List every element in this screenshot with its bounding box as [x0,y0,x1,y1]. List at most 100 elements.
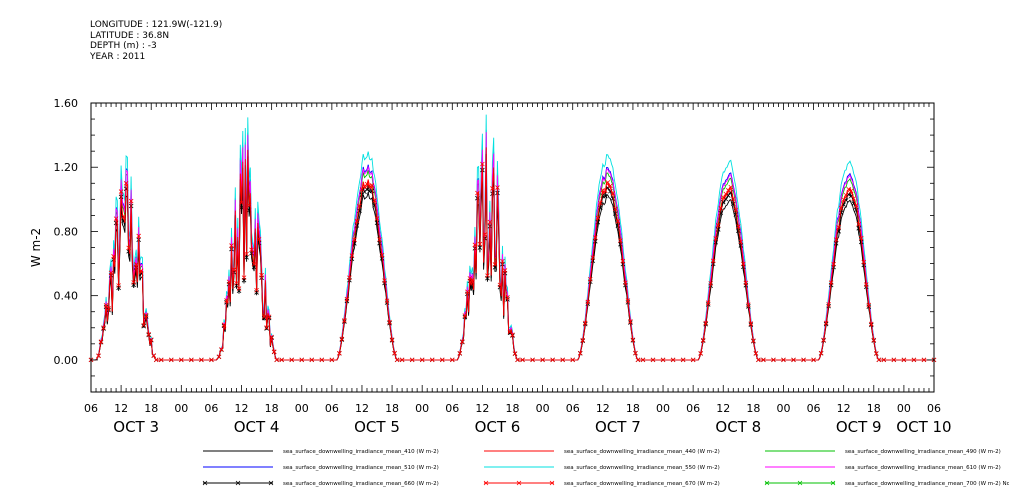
series-marker-6 [261,315,267,321]
series-marker-7 [901,357,907,363]
series-line-5 [91,132,934,361]
series-marker-7 [856,221,862,227]
series-marker-7 [858,235,864,241]
legend-label: sea_surface_downwelling_irradiance_mean_… [283,481,439,487]
series-marker-7 [801,357,806,363]
day-label: OCT 5 [354,418,400,436]
series-marker-7 [497,282,503,288]
series-marker-7 [515,357,520,363]
series-line-3 [91,129,934,361]
series-marker-7 [123,180,129,186]
y-tick-label: 1.20 [54,161,79,174]
series-marker-7 [103,303,109,308]
series-marker-7 [121,214,126,219]
series-marker-7 [151,353,157,358]
series-marker-7 [394,357,400,363]
series-marker-7 [715,223,721,228]
series-marker-7 [640,357,646,363]
y-tick-label: 0.80 [54,225,79,238]
series-marker-7 [708,281,713,286]
series-marker-7 [249,247,254,253]
legend-label: sea_surface_downwelling_irradiance_mean_… [564,481,720,487]
series-marker-7 [231,267,237,272]
series-marker-7 [354,218,360,224]
series-marker-7 [821,337,826,343]
series-marker-7 [224,298,229,303]
series-marker-7 [595,215,601,221]
series-marker-7 [705,300,711,305]
series-line-1 [91,149,934,361]
series-marker-7 [791,357,796,363]
series-marker-7 [439,357,445,363]
series-marker-7 [723,191,729,197]
series-marker-6 [615,223,621,228]
series-marker-7 [615,219,621,224]
day-label: OCT 4 [234,418,280,436]
series-marker-7 [450,357,455,363]
legend-marker [549,480,555,486]
series-marker-7 [387,319,392,325]
legend-marker [764,480,770,486]
series-marker-7 [264,325,269,330]
legend-entry: sea_surface_downwelling_irradiance_mean_… [203,465,439,471]
legend-label: sea_surface_downwelling_irradiance_mean_… [283,465,439,471]
series-marker-7 [246,203,252,208]
series-marker-7 [738,239,744,245]
series-marker-7 [605,180,611,185]
series-line-4 [91,114,934,361]
series-marker-7 [487,219,493,225]
series-marker-7 [710,258,716,264]
series-marker-7 [98,339,104,344]
series-marker-7 [96,353,101,358]
series-marker-7 [713,236,719,241]
legend-marker [797,480,803,486]
series-marker-7 [620,258,626,264]
day-label: OCT 9 [836,418,882,436]
plot-frame [90,102,935,393]
series-marker-7 [833,237,839,242]
series-marker-6 [733,212,739,217]
legend-entry: sea_surface_downwelling_irradiance_mean_… [483,480,720,487]
meta-latitude: LATITUDE : 36.8N [90,30,170,41]
series-marker-6 [354,223,360,228]
series-marker-7 [818,350,824,356]
series-marker-7 [271,349,277,354]
series-marker-7 [698,351,703,356]
series-marker-7 [625,298,631,303]
legend-entry: sea_surface_downwelling_irradiance_mean_… [765,449,1001,455]
series-marker-7 [628,319,633,324]
day-label: OCT 10 [896,418,951,436]
series-marker-7 [720,194,726,200]
series-marker-7 [460,339,465,344]
series-marker-7 [261,314,267,320]
meta-year: YEAR : 2011 [90,51,146,62]
series-marker-7 [274,357,279,363]
series-marker-7 [660,357,666,363]
x-tick-label: 18 [867,402,881,415]
series-marker-7 [577,350,583,356]
series-marker-7 [580,337,586,343]
series-marker-6 [377,240,382,246]
series-marker-7 [309,357,315,363]
series-marker-6 [477,245,483,250]
series-marker-7 [189,357,194,363]
series-marker-7 [209,357,214,363]
series-marker-7 [510,332,515,338]
x-tick-label: 06 [566,402,580,415]
series-marker-7 [610,191,616,196]
series-marker-7 [216,354,222,360]
series-line-7 [91,147,934,361]
legend-entry: sea_surface_downwelling_irradiance_mean_… [202,480,439,487]
series-marker-7 [472,242,478,248]
series-marker-7 [608,183,613,189]
series-marker-7 [520,357,525,363]
series-marker-7 [226,279,232,285]
series-marker-7 [492,262,498,267]
day-label: OCT 6 [475,418,521,436]
x-tick-label: 00 [897,402,911,415]
series-marker-7 [868,321,874,327]
series-marker-7 [690,357,696,363]
legend-label: sea_surface_downwelling_irradiance_mean_… [564,449,720,455]
series-marker-7 [429,357,435,363]
series-marker-7 [337,350,342,356]
